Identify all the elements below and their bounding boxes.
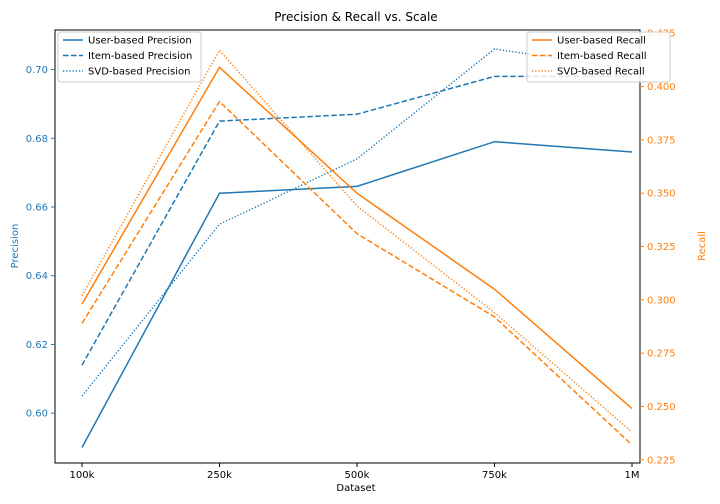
recall-series-1-line bbox=[81, 66, 633, 410]
precision-series-3-line bbox=[81, 48, 633, 397]
right-axis-label: Recall bbox=[697, 231, 708, 261]
plot-frame bbox=[54, 29, 641, 464]
left-tick-label: 0.68 bbox=[26, 134, 48, 145]
left-tick-label: 0.60 bbox=[26, 409, 48, 420]
recall-legend-box bbox=[526, 31, 671, 83]
legend-layer: User-based Precision Item-based Precision… bbox=[57, 31, 671, 83]
precision-legend-box bbox=[57, 31, 202, 83]
right-tick-label: 0.325 bbox=[647, 242, 676, 253]
series-layer bbox=[81, 48, 633, 448]
precision-legend-label: SVD-based Precision bbox=[88, 67, 190, 78]
left-tick-label: 0.62 bbox=[26, 340, 48, 351]
right-tick-label: 0.375 bbox=[647, 135, 676, 146]
recall-series-2-line bbox=[81, 100, 633, 446]
recall-legend-label: SVD-based Recall bbox=[557, 67, 645, 78]
recall-legend-label: User-based Recall bbox=[557, 36, 646, 47]
right-tick-label: 0.300 bbox=[647, 295, 676, 306]
left-tick-label: 0.70 bbox=[26, 65, 48, 76]
left-tick-label: 0.64 bbox=[26, 271, 48, 282]
axes-layer: 100k 250k 500k 750k 1M 0.60 0.62 0.64 0.66 0.68 0.… bbox=[26, 29, 676, 481]
x-tick-label: 250k bbox=[207, 470, 232, 481]
right-tick-label: 0.250 bbox=[647, 402, 676, 413]
precision-legend-label: User-based Precision bbox=[88, 36, 192, 47]
right-tick-label: 0.225 bbox=[647, 455, 676, 466]
left-tick-label: 0.66 bbox=[26, 202, 48, 213]
x-tick-label: 750k bbox=[482, 470, 507, 481]
recall-legend-label: Item-based Recall bbox=[557, 51, 647, 62]
right-tick-label: 0.350 bbox=[647, 189, 676, 200]
x-tick-label: 1M bbox=[625, 470, 640, 481]
precision-series-1-line bbox=[81, 140, 633, 448]
x-tick-label: 100k bbox=[70, 470, 95, 481]
right-tick-label: 0.400 bbox=[647, 82, 676, 93]
x-axis-label: Dataset bbox=[336, 483, 375, 494]
recall-series-3-line bbox=[81, 49, 633, 433]
chart-title: Precision & Recall vs. Scale bbox=[274, 10, 437, 24]
precision-legend-label: Item-based Precision bbox=[88, 51, 192, 62]
left-axis-label: Precision bbox=[10, 224, 21, 269]
right-tick-label: 0.275 bbox=[647, 349, 676, 360]
precision-series-2-line bbox=[81, 75, 632, 366]
x-tick-label: 500k bbox=[345, 470, 370, 481]
